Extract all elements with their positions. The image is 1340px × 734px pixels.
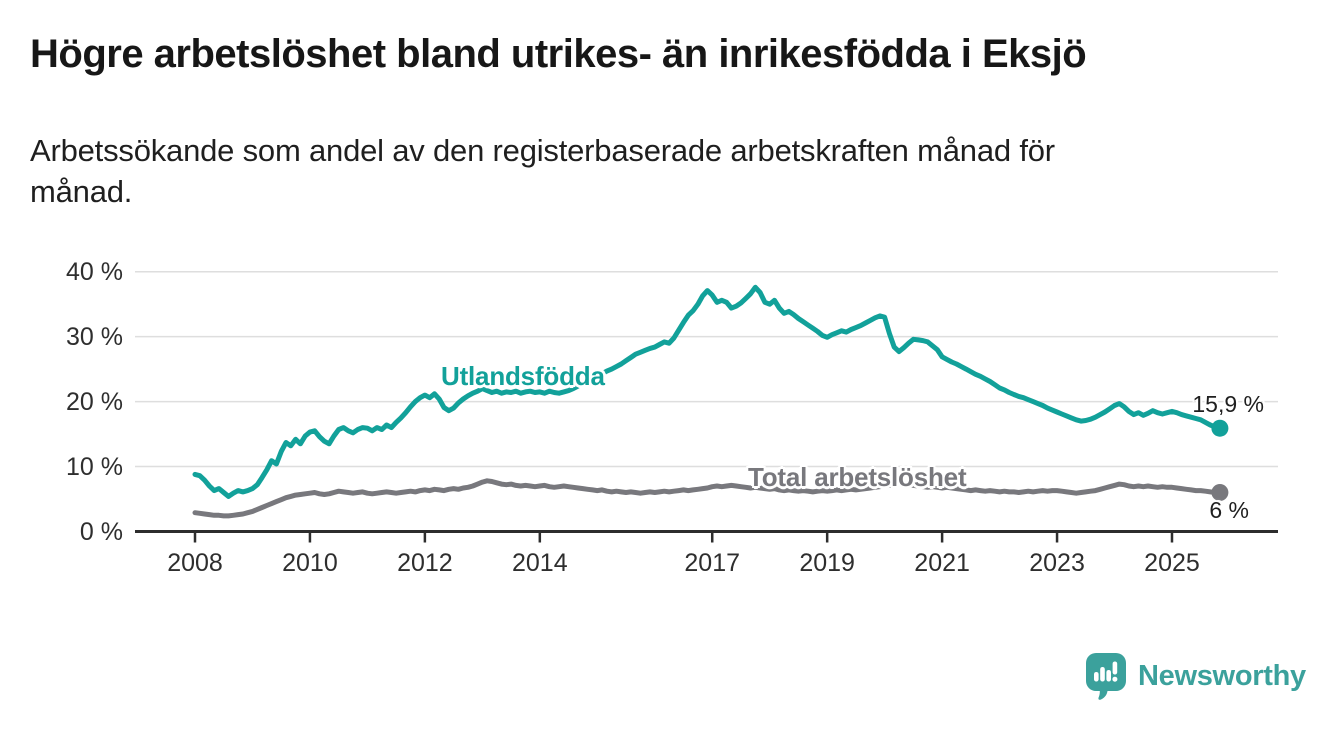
chart-subtitle: Arbetssökande som andel av den registerb…	[30, 133, 1055, 209]
series-line-utlandsf-dda	[192, 284, 1223, 499]
y-tick-label-20: 20 %	[66, 387, 123, 416]
newsworthy-logo: Newsworthy	[1086, 653, 1306, 700]
x-tick-label-2019: 2019	[799, 549, 855, 577]
x-tick-label-2014: 2014	[512, 549, 568, 577]
speech-bubble-bar-chart-icon	[1086, 653, 1126, 700]
y-tick-label-40: 40 %	[66, 257, 123, 286]
x-tick-label-2010: 2010	[282, 549, 338, 577]
series-line-total-arbetsl-shet	[192, 478, 1223, 519]
y-tick-label-0: 0 %	[79, 517, 123, 546]
end-value-label-total: 6 %	[1209, 497, 1249, 523]
x-tick-label-2008: 2008	[167, 549, 223, 577]
series-end-dot	[1211, 419, 1229, 437]
y-tick-label-30: 30 %	[66, 322, 123, 351]
x-tick-label-2023: 2023	[1029, 549, 1085, 577]
x-tick-label-2025: 2025	[1144, 549, 1200, 577]
series-label-total-arbetsloshet: Total arbetslöshet	[748, 462, 967, 492]
x-tick-label-2012: 2012	[397, 549, 453, 577]
page-title: Högre arbetslöshet bland utrikes- än inr…	[30, 32, 1087, 76]
y-tick-label-10: 10 %	[66, 452, 123, 481]
series-label-utlandsfodda: Utlandsfödda	[441, 361, 605, 391]
brand-name: Newsworthy	[1138, 660, 1306, 692]
x-tick-label-2021: 2021	[914, 549, 970, 577]
series-end-dot	[1211, 484, 1229, 501]
end-value-label-utlandsfodda: 15,9 %	[1192, 391, 1264, 417]
x-tick-label-2017: 2017	[684, 549, 741, 577]
